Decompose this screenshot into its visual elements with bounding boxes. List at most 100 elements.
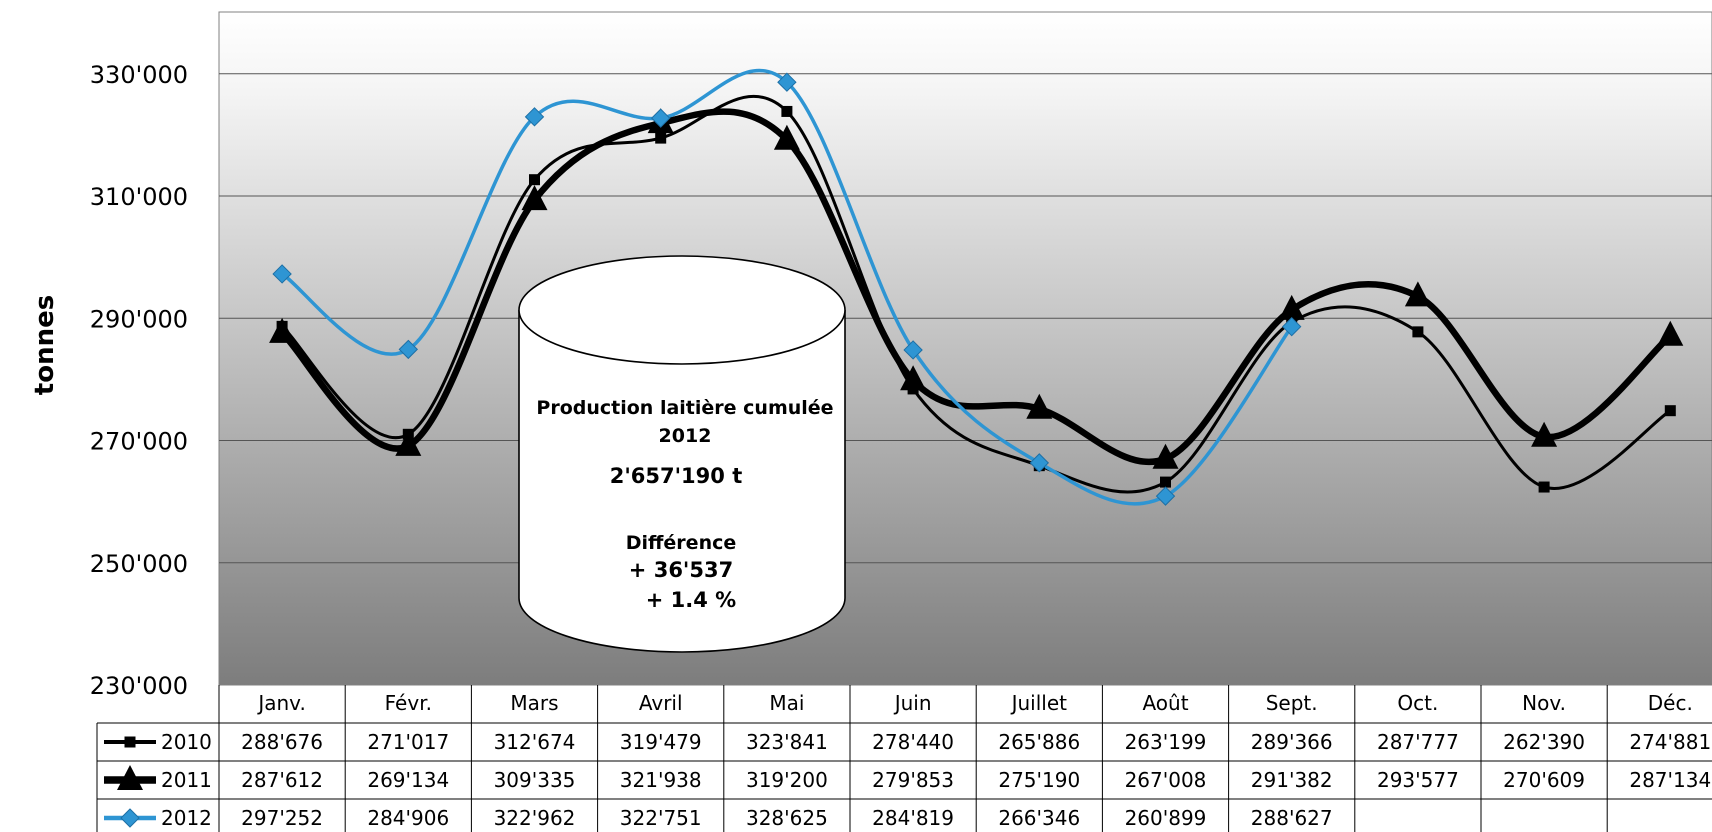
data-point-2010: [529, 174, 540, 186]
legend-label-2012: 2012: [161, 806, 212, 830]
table-cell-2010: 288'676: [241, 730, 323, 754]
table-cell-2011: 287'612: [241, 768, 323, 792]
legend-label-2011: 2011: [161, 768, 212, 792]
table-cell-2012: 297'252: [241, 806, 323, 830]
data-point-2011: [1152, 443, 1179, 469]
data-point-2012: [272, 264, 292, 284]
category-label: Juin: [893, 691, 932, 715]
data-point-2011: [1404, 281, 1431, 307]
callout-difference-percent: + 1.4 %: [646, 588, 736, 612]
plot-area: [218, 11, 1712, 686]
table-cell-2010: 262'390: [1503, 730, 1585, 754]
table-cell-2010: 319'479: [620, 730, 702, 754]
cumulative-production-callout: Production laitière cumulée 2012 2'657'1…: [518, 255, 846, 653]
data-point-2011: [1657, 320, 1684, 346]
table-cell-2010: 274'881: [1629, 730, 1711, 754]
table-cell-2010: 278'440: [872, 730, 954, 754]
category-label: Août: [1142, 691, 1188, 715]
data-point-2010: [655, 132, 667, 144]
data-point-2012: [398, 339, 419, 360]
table-cell-2012: 288'627: [1251, 806, 1333, 830]
callout-difference-label: Différence: [626, 532, 737, 554]
data-point-2012: [650, 108, 671, 128]
data-point-2012: [777, 72, 797, 92]
data-point-2012: [524, 107, 545, 127]
series-line-2011: [278, 108, 1674, 466]
category-label: Nov.: [1522, 691, 1566, 715]
data-point-2010: [1160, 476, 1171, 488]
y-tick-label: 250'000: [90, 550, 188, 578]
data-point-2011: [1278, 294, 1305, 320]
callout-difference-value: + 36'537: [629, 558, 733, 582]
data-point-2012: [903, 340, 923, 360]
table-cell-2012: 284'906: [367, 806, 449, 830]
table-cell-2012: 322'751: [620, 806, 702, 830]
data-point-2011: [1531, 421, 1558, 447]
series-line-2010: [280, 94, 1672, 494]
data-point-2012: [1155, 486, 1176, 506]
category-label: Sept.: [1266, 691, 1318, 715]
table-cell-2010: 287'777: [1377, 730, 1459, 754]
y-tick-label: 310'000: [90, 183, 188, 211]
data-point-2010: [1412, 326, 1424, 338]
category-label: Mai: [769, 691, 804, 715]
callout-year: 2012: [659, 425, 712, 447]
category-label: Oct.: [1397, 691, 1438, 715]
table-cell-2012: 322'962: [494, 806, 576, 830]
data-point-2011: [1026, 393, 1053, 419]
y-tick-label: 290'000: [90, 305, 188, 333]
y-tick-label: 330'000: [90, 61, 188, 89]
category-label: Avril: [639, 691, 683, 715]
gridlines: [219, 73, 1712, 564]
legend-key-marker-2010: [124, 736, 136, 748]
table-cell-2010: 265'886: [998, 730, 1080, 754]
y-tick-label: 270'000: [90, 428, 188, 456]
callout-title: Production laitière cumulée: [536, 397, 833, 419]
table-cell-2011: 275'190: [998, 768, 1080, 792]
table-cell-2011: 293'577: [1377, 768, 1459, 792]
data-point-2010: [1538, 481, 1550, 493]
category-label: Mars: [510, 691, 558, 715]
y-axis-label: tonnes: [30, 295, 60, 395]
table-cell-2012: 284'819: [872, 806, 954, 830]
data-point-2010: [781, 105, 793, 117]
category-label: Févr.: [385, 691, 432, 715]
data-table: Janv. Févr. Mars Avril Mai Juin Juillet Août Sep…: [96, 685, 1712, 832]
y-tick-label: 230'000: [90, 672, 188, 700]
data-point-2011: [900, 365, 927, 391]
legend-key-marker-2011: [117, 765, 143, 790]
data-point-2011: [773, 124, 800, 150]
table-cell-2011: 270'609: [1503, 768, 1585, 792]
table-cell-2011: 309'335: [494, 768, 576, 792]
table-cell-2011: 267'008: [1125, 768, 1207, 792]
table-cell-2010: 312'674: [494, 730, 576, 754]
category-label: Déc.: [1648, 691, 1693, 715]
callout-total: 2'657'190 t: [610, 464, 743, 488]
table-cell-2011: 319'200: [746, 768, 828, 792]
table-cell-2011: 321'938: [620, 768, 702, 792]
category-label: Juillet: [1010, 691, 1068, 715]
table-cell-2011: 291'382: [1251, 768, 1333, 792]
table-cell-2010: 271'017: [367, 730, 449, 754]
series-markers: [269, 72, 1684, 506]
category-label: Janv.: [256, 691, 305, 715]
legend-key-marker-2012: [120, 808, 140, 828]
data-point-2011: [521, 185, 548, 211]
data-point-2012: [1029, 453, 1050, 473]
table-cell-2011: 279'853: [872, 768, 954, 792]
legend-label-2010: 2010: [161, 730, 212, 754]
cylinder-body: [518, 310, 846, 653]
table-cell-2011: 269'134: [367, 768, 449, 792]
data-point-2011: [395, 430, 422, 456]
data-point-2012: [1281, 316, 1302, 337]
table-cell-2010: 323'841: [746, 730, 828, 754]
table-cell-2012: 266'346: [998, 806, 1080, 830]
cylinder-top: [518, 255, 846, 365]
data-point-2011: [269, 317, 296, 343]
y-axis-ticks: 230'000 250'000 270'000 290'000 310'000 330'0…: [90, 61, 188, 700]
table-cell-2012: 260'899: [1125, 806, 1207, 830]
table-cell-2010: 263'199: [1125, 730, 1207, 754]
table-cell-2011: 287'134: [1629, 768, 1711, 792]
table-cell-2012: 328'625: [746, 806, 828, 830]
